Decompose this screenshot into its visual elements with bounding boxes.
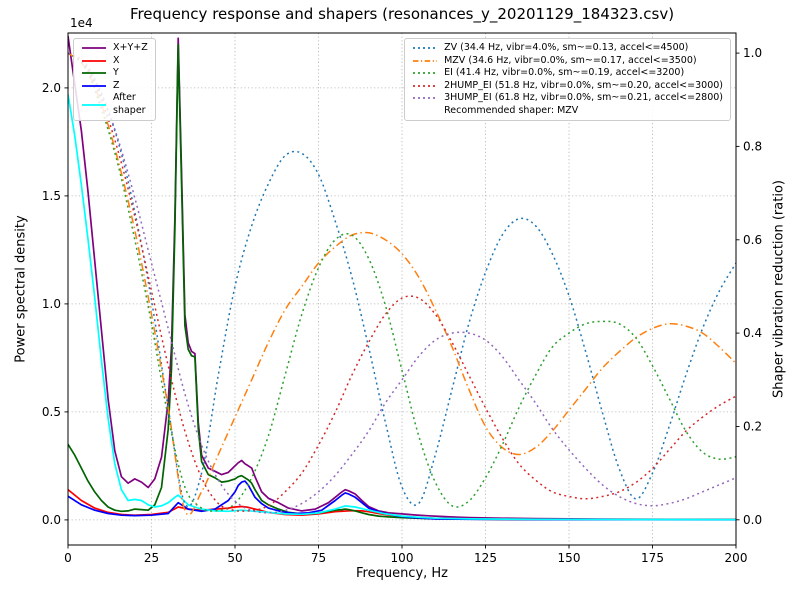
legend-line-swatch [82,84,106,87]
x-tick-label: 150 [558,551,581,565]
x-tick-label: 75 [311,551,326,565]
legend-line-swatch [82,47,106,50]
legend-label: ZV (34.4 Hz, vibr=4.0%, sm~=0.13, accel<… [444,42,689,53]
right-y-tick-label: 0.6 [743,233,762,247]
shaper-legend: ZV (34.4 Hz, vibr=4.0%, sm~=0.13, accel<… [404,38,731,122]
legend-item-2hump-ei: 2HUMP_EI (51.8 Hz, vibr=0.0%, sm~=0.20, … [412,80,723,93]
x-tick-label: 100 [391,551,414,565]
left-y-tick-label: 0.0 [42,513,61,527]
psd-legend: X+Y+Z X Y Z After shaper [73,38,156,122]
series-3hump-ei [68,52,736,514]
series-y [68,43,736,521]
legend-label: 3HUMP_EI (61.8 Hz, vibr=0.0%, sm~=0.21, … [444,92,723,104]
legend-item-mzv: MZV (34.6 Hz, vibr=0.0%, sm~=0.17, accel… [412,55,723,68]
x-tick-label: 50 [227,551,242,565]
right-y-tick-label: 1.0 [743,46,762,60]
legend-line-swatch [413,97,438,100]
legend-line-swatch [82,59,106,62]
legend-line-swatch [413,47,438,50]
legend-label: Y [113,67,119,79]
chart-title: Frequency response and shapers (resonanc… [129,5,675,23]
legend-item-x-y-z: X+Y+Z [81,42,148,55]
legend-line-swatch [413,59,438,62]
legend-item-z: Z [81,80,148,93]
legend-item-ei: EI (41.4 Hz, vibr=0.0%, sm~=0.19, accel<… [412,67,723,80]
legend-item-zv: ZV (34.4 Hz, vibr=4.0%, sm~=0.13, accel<… [412,42,723,55]
series-x-y-z [68,35,736,521]
axis-scale-label: 1e4 [70,16,93,30]
left-y-axis-label: Power spectral density [13,215,29,363]
legend-item-x: X [81,55,148,68]
right-y-tick-label: 0.0 [743,513,762,527]
left-y-tick-label: 0.5 [42,405,61,419]
legend-label: X+Y+Z [113,42,148,53]
left-y-tick-label: 2.0 [42,81,61,95]
right-y-tick-label: 0.2 [743,420,762,434]
legend-item-y: Y [81,67,148,80]
legend-label: EI (41.4 Hz, vibr=0.0%, sm~=0.19, accel<… [444,67,685,79]
legend-item-after-shaper: After shaper [81,92,148,117]
x-tick-label: 25 [144,551,159,565]
series-mzv [68,52,736,516]
series-zv [68,52,736,508]
left-y-tick-label: 1.0 [42,297,61,311]
legend-label: 2HUMP_EI (51.8 Hz, vibr=0.0%, sm~=0.20, … [444,79,723,91]
legend-line-swatch [413,84,438,87]
legend-line-swatch [82,72,106,75]
series-after-shaper [68,94,736,521]
x-tick-label: 0 [64,551,72,565]
left-y-tick-label: 1.5 [42,189,61,203]
right-y-axis-label: Shaper vibration reduction (ratio) [771,180,787,398]
legend-line-swatch [413,72,438,75]
x-tick-label: 125 [474,551,497,565]
legend-line-swatch [82,103,106,106]
legend-label: After shaper [113,92,146,116]
x-axis-label: Frequency, Hz [355,566,449,581]
x-tick-label: 200 [725,551,748,565]
legend-label: Z [113,79,120,91]
recommended-shaper-note: Recommended shaper: MZV [444,104,579,116]
series-2hump-ei [68,52,736,512]
right-y-tick-label: 0.4 [743,326,762,340]
legend-item-3hump-ei: 3HUMP_EI (61.8 Hz, vibr=0.0%, sm~=0.21, … [412,92,723,105]
x-tick-label: 175 [641,551,664,565]
series-ei [68,52,736,512]
legend-label: MZV (34.6 Hz, vibr=0.0%, sm~=0.17, accel… [444,54,697,66]
legend-label: X [113,54,120,66]
right-y-tick-label: 0.8 [743,139,762,153]
